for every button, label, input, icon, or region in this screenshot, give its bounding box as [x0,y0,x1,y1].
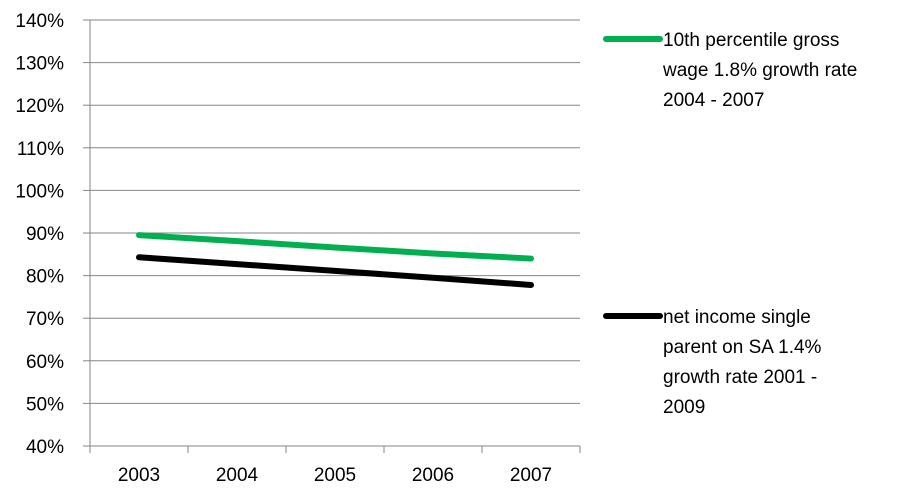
axes: 40% 50% 60% 70% 80% 90% 100% 110% 120% 130% 140% 20… [15,11,581,486]
y-tick-label: 110% [17,139,64,160]
x-tick-label: 2005 [314,465,356,486]
y-tick-label: 60% [26,352,64,373]
y-tick-label: 140% [15,11,64,32]
legend: 10th percentile gross wage 1.8% growth ra… [603,30,857,418]
gridlines [90,19,580,404]
y-tick-label: 90% [26,224,64,245]
x-tick-label: 2004 [216,465,259,486]
y-tick-label: 80% [26,267,64,288]
y-tick-label: 100% [15,181,64,202]
legend-label-2: parent on SA 1.4% [663,337,822,358]
x-tick-label: 2006 [412,465,454,486]
y-tick-label: 50% [26,394,64,415]
x-tick-label: 2003 [118,465,160,486]
series-line-1 [136,232,534,262]
legend-label-1: wage 1.8% growth rate [662,60,857,81]
y-tick-label: 120% [15,96,64,117]
y-tick-label: 40% [26,437,64,458]
legend-label-1: 10th percentile gross [663,30,839,51]
y-tick-label: 130% [15,54,64,75]
series-line-2 [136,254,534,288]
legend-label-2: growth rate 2001 - [663,367,817,388]
legend-label-1: 2004 - 2007 [663,90,764,111]
x-tick-label: 2007 [510,465,552,486]
series-lines [136,232,534,288]
legend-label-2: net income single [663,307,811,328]
y-tick-label: 70% [26,309,64,330]
legend-label-2: 2009 [663,397,705,418]
